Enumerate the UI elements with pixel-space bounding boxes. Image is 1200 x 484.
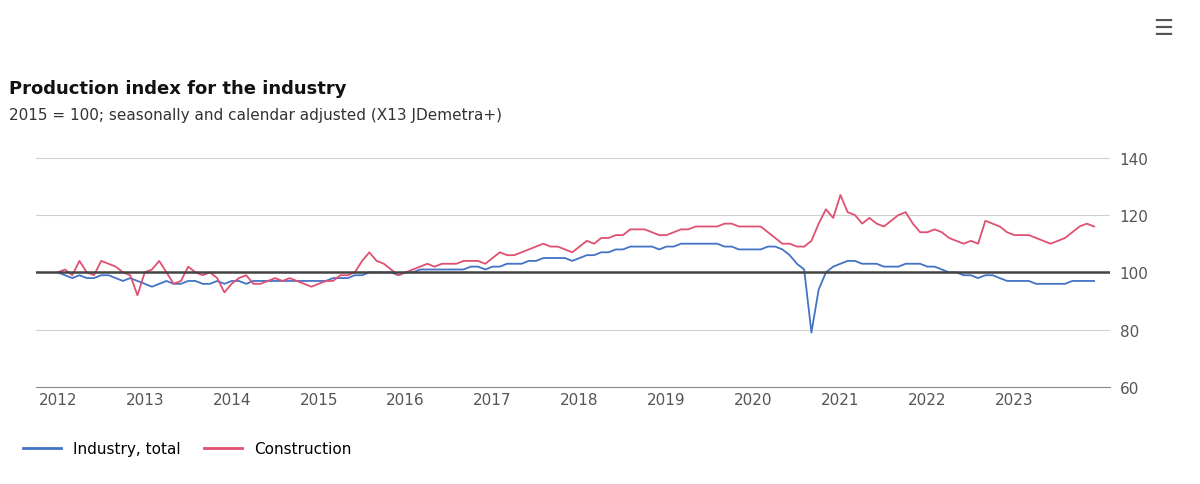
Text: ☰: ☰	[1153, 19, 1174, 39]
Legend: Industry, total, Construction: Industry, total, Construction	[17, 435, 358, 462]
Text: 2015 = 100; seasonally and calendar adjusted (X13 JDemetra+): 2015 = 100; seasonally and calendar adju…	[10, 108, 502, 123]
Text: Production index for the industry: Production index for the industry	[10, 80, 347, 98]
